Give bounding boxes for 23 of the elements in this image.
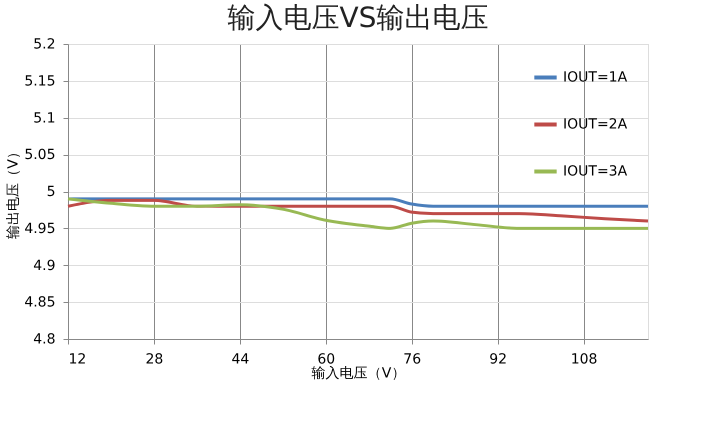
legend-label: IOUT=1A	[563, 70, 628, 86]
y-tick-label: 4.95	[24, 220, 56, 237]
line-series	[66, 197, 650, 230]
x-tick-label: 28	[146, 352, 164, 368]
x-tick-label: 92	[489, 352, 508, 368]
x-tick-label: 108	[570, 352, 598, 368]
x-tick-label: 44	[231, 352, 250, 368]
y-tick-label: 5.1	[33, 110, 56, 126]
legend-label: IOUT=2A	[563, 116, 628, 132]
y-tick-label: 5.2	[33, 36, 56, 52]
x-tick-label: 12	[68, 352, 86, 368]
legend-label: IOUT=3A	[563, 164, 628, 180]
y-tick-label: 5.15	[24, 73, 56, 90]
y-tick-label: 4.8	[33, 332, 56, 348]
y-axis-title: 输出电压（V）	[5, 145, 22, 239]
x-tick-label: 60	[317, 352, 336, 368]
chart-title: 输入电压VS输出电压	[228, 1, 488, 34]
x-axis-title: 输入电压（V）	[312, 366, 406, 382]
y-tick-label: 5	[46, 184, 56, 200]
y-tick-label: 4.9	[33, 258, 56, 274]
y-tick-label: 4.85	[24, 294, 56, 311]
y-tick-label: 5.05	[24, 147, 56, 164]
x-tick-label: 76	[403, 352, 422, 368]
